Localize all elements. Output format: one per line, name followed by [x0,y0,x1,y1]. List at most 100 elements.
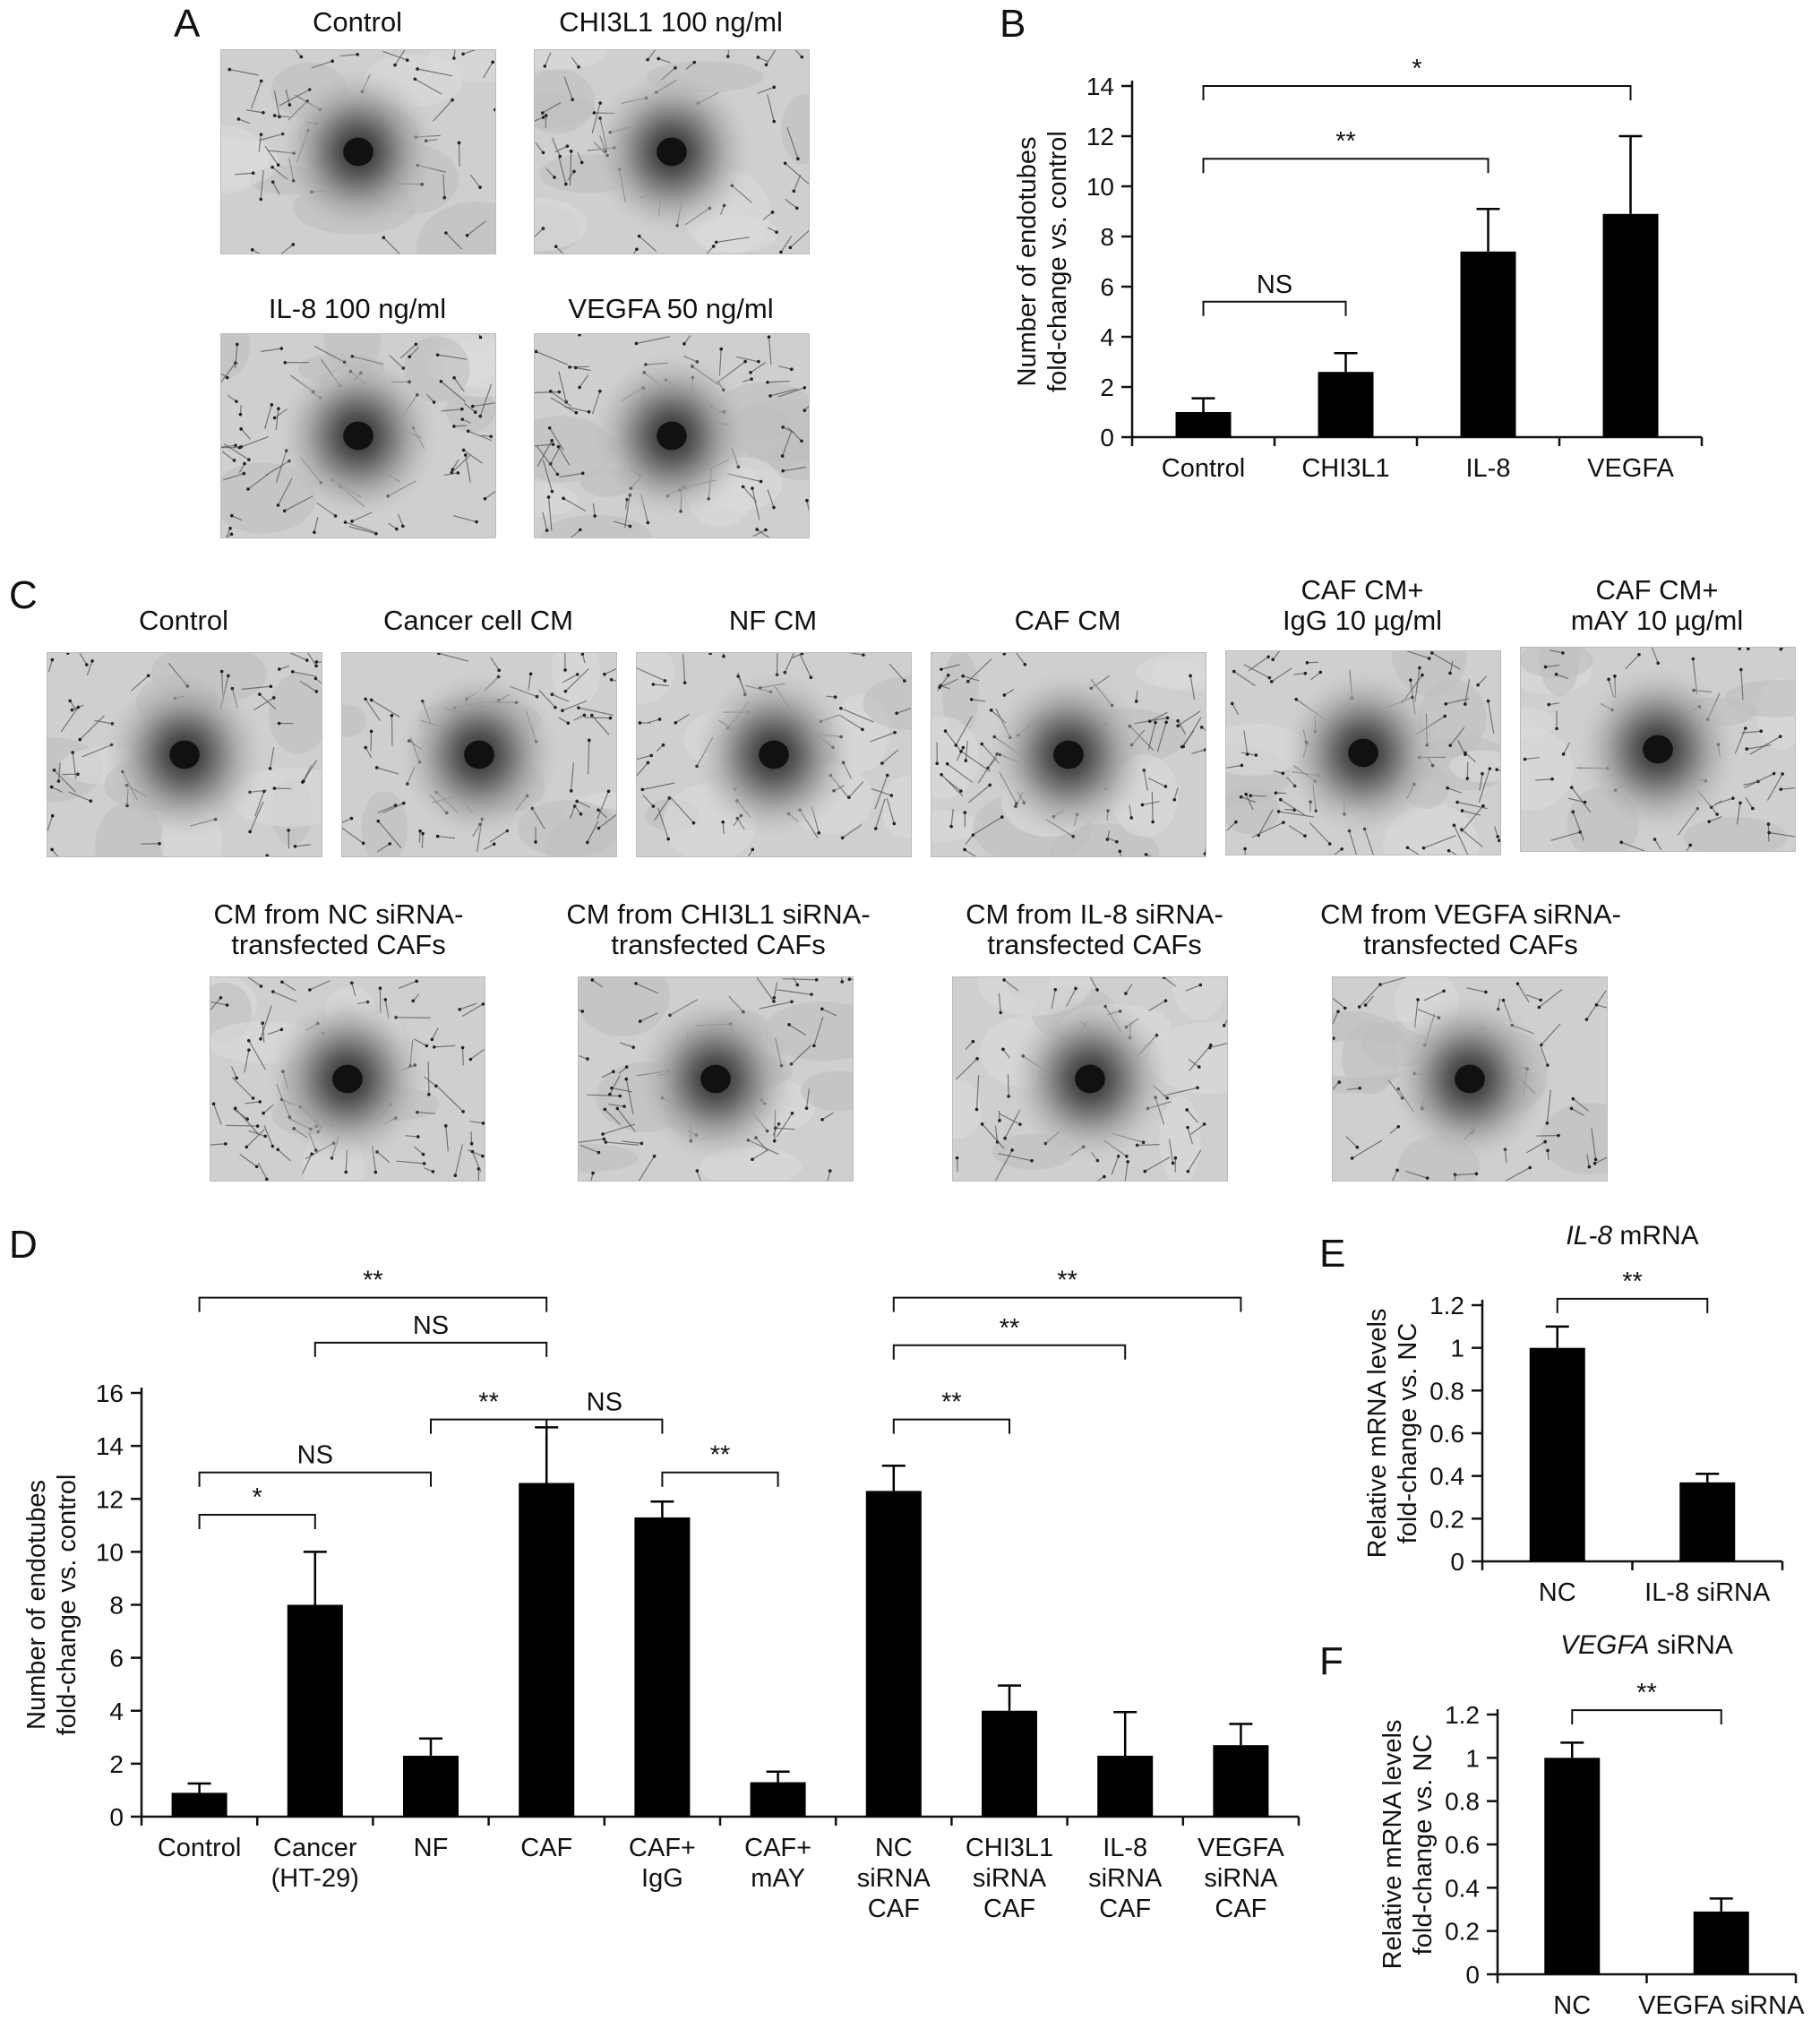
endotube-segment [1147,1000,1166,1012]
endotube-segment [625,1079,634,1114]
cell-dot [609,678,614,682]
cell-dot [749,371,752,374]
micrograph-patch [535,50,608,70]
micrograph-patch [579,977,671,1037]
endotube-segment [315,677,322,684]
endotube-segment [1423,835,1456,849]
cell-dot [461,448,466,452]
endotube-segment [1526,1141,1546,1154]
endotube-segment [545,115,547,128]
cell-dot [1240,763,1244,768]
endotube-segment [459,1002,477,1010]
cell-dot [1363,1003,1368,1007]
endotube-segment [433,99,453,122]
endotube-segment [272,181,280,195]
x-tick-label: VEGFA [1587,454,1674,483]
endotube-segment [1243,730,1249,755]
endotube-segment [60,707,79,733]
significance-label: * [253,1483,262,1512]
endotube-segment [778,365,792,370]
cell-dot [432,1045,436,1049]
endotube-segment [1359,985,1379,1008]
cell-dot [277,407,280,411]
bar [1175,412,1232,437]
cell-dot [598,389,602,393]
cell-dot [935,761,939,766]
micrograph-patch [268,673,322,754]
bar [1693,1911,1749,1974]
cell-dot [555,472,560,477]
cell-dot [369,698,373,702]
significance-bracket [198,1513,316,1529]
endotube-segment [377,843,391,853]
endotube-segment [773,982,778,998]
endotube-segment [886,797,895,824]
cell-dot [1543,665,1548,669]
cell-dot [364,697,367,701]
y-axis-label: Relative mRNA levelsfold-change vs. NC [1378,1720,1438,1970]
cell-dot [234,443,237,448]
cell-dot [1747,648,1750,651]
cell-dot [554,705,557,709]
cell-dot [344,1170,348,1174]
cell-dot [1759,729,1764,734]
cell-dot [787,1023,791,1027]
cell-dot [820,1007,824,1011]
bar [287,1604,343,1817]
bar [1602,213,1659,437]
endotube-segment [558,371,567,402]
endotube-segment [545,168,555,178]
cell-dot [1282,821,1285,824]
cell-dot [640,1141,644,1146]
endotube-segment [1243,664,1270,679]
endotube-segment [1487,701,1495,734]
micrograph-caption: CHI3L1 100 ng/ml [559,6,783,38]
cell-dot [225,1003,229,1007]
endotube-segment [558,446,571,466]
cell-dot [575,673,579,676]
endotube-segment [971,816,1003,837]
endotube-segment [1461,805,1484,833]
cell-dot [245,1145,249,1149]
endotube-segment [289,653,308,661]
cell-dot [695,1169,700,1173]
cell-dot [282,509,287,513]
y-tick-label: 0.6 [1429,1420,1464,1448]
cell-dot [980,1122,984,1126]
cell-dot [892,821,897,826]
cell-dot [263,1134,267,1139]
cell-dot [278,115,281,119]
cell-dot [1103,1174,1106,1179]
cell-dot [1176,718,1180,723]
cell-dot [634,982,638,985]
panel-label-b: B [1000,2,1026,46]
y-tick-label: 0 [1465,1961,1480,1989]
endotube-segment [563,76,573,100]
cell-dot [940,773,943,777]
micrograph-patch [446,386,495,433]
endotube-segment [241,435,270,448]
endotube-segment [1125,984,1133,994]
endotube-segment [751,487,760,520]
chart-title: IL-8 mRNA [1566,1221,1698,1251]
cell-dot [49,785,54,789]
cell-dot [1772,771,1776,776]
cell-dot [603,672,606,676]
endotube-segment [1280,799,1305,816]
cell-dot [649,753,654,758]
cell-dot [364,745,368,750]
endotube-segment [1352,1139,1383,1159]
cell-dot [1023,662,1027,666]
micrograph-patch [880,776,911,838]
cell-dot [219,995,223,1000]
endotube-segment [638,1156,656,1181]
micrograph-caption: CM from IL-8 siRNA- transfected CAFs [966,898,1223,960]
cell-dot [401,801,406,805]
endotube-segment [535,228,544,237]
endotube-segment [421,833,424,848]
endotube-segment [821,1112,834,1121]
cell-dot [1030,1158,1034,1163]
cell-dot [1318,670,1323,675]
cell-dot [233,1106,237,1111]
cell-dot [1186,1169,1190,1173]
